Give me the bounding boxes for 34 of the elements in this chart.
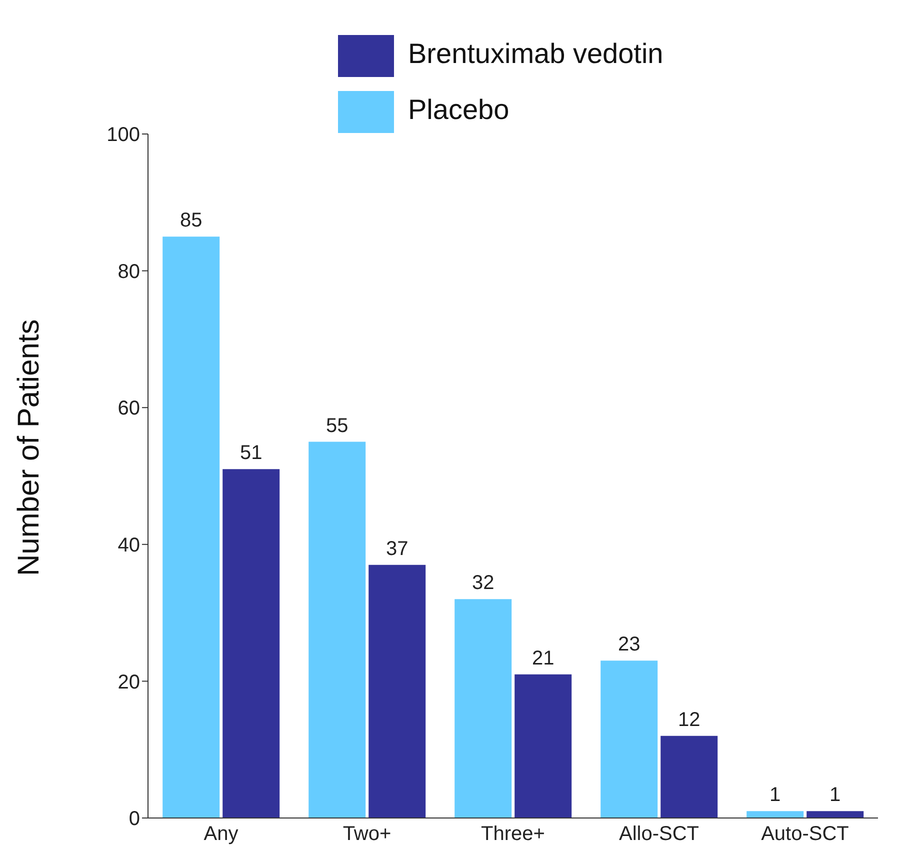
legend-label: Brentuximab vedotin [408, 38, 664, 70]
bar [600, 660, 658, 818]
data-label: 1 [770, 784, 781, 806]
data-label: 1 [830, 784, 841, 806]
data-label: 51 [240, 442, 262, 464]
data-label: 37 [386, 538, 408, 560]
bar [806, 811, 864, 818]
bar [454, 599, 512, 818]
y-tick-label: 80 [118, 260, 140, 283]
y-tick-label: 20 [118, 671, 140, 694]
x-tick-label: Allo-SCT [618, 823, 700, 846]
bar [368, 564, 426, 818]
data-label: 21 [532, 647, 554, 670]
x-tick-label: Three+ [481, 823, 545, 846]
data-label: 12 [678, 708, 700, 731]
x-tick-label: Two+ [342, 823, 392, 846]
data-label: 23 [618, 634, 640, 656]
bar [222, 469, 280, 818]
data-label: 55 [326, 414, 348, 437]
data-label: 85 [180, 210, 202, 232]
bar [514, 674, 572, 818]
x-tick-label: Auto-SCT [761, 823, 849, 846]
data-label: 32 [472, 572, 494, 594]
y-tick-label: 60 [118, 398, 140, 420]
y-axis-title: Number of Patients [12, 319, 46, 576]
legend-label: Placebo [408, 94, 510, 126]
bar [162, 236, 220, 818]
y-tick-label: 0 [128, 808, 140, 830]
bar [308, 442, 366, 818]
bar [746, 811, 804, 818]
x-tick-label: Any [204, 823, 238, 846]
y-tick-label: 40 [118, 534, 140, 556]
y-tick-label: 100 [106, 124, 140, 146]
bar [660, 736, 718, 818]
